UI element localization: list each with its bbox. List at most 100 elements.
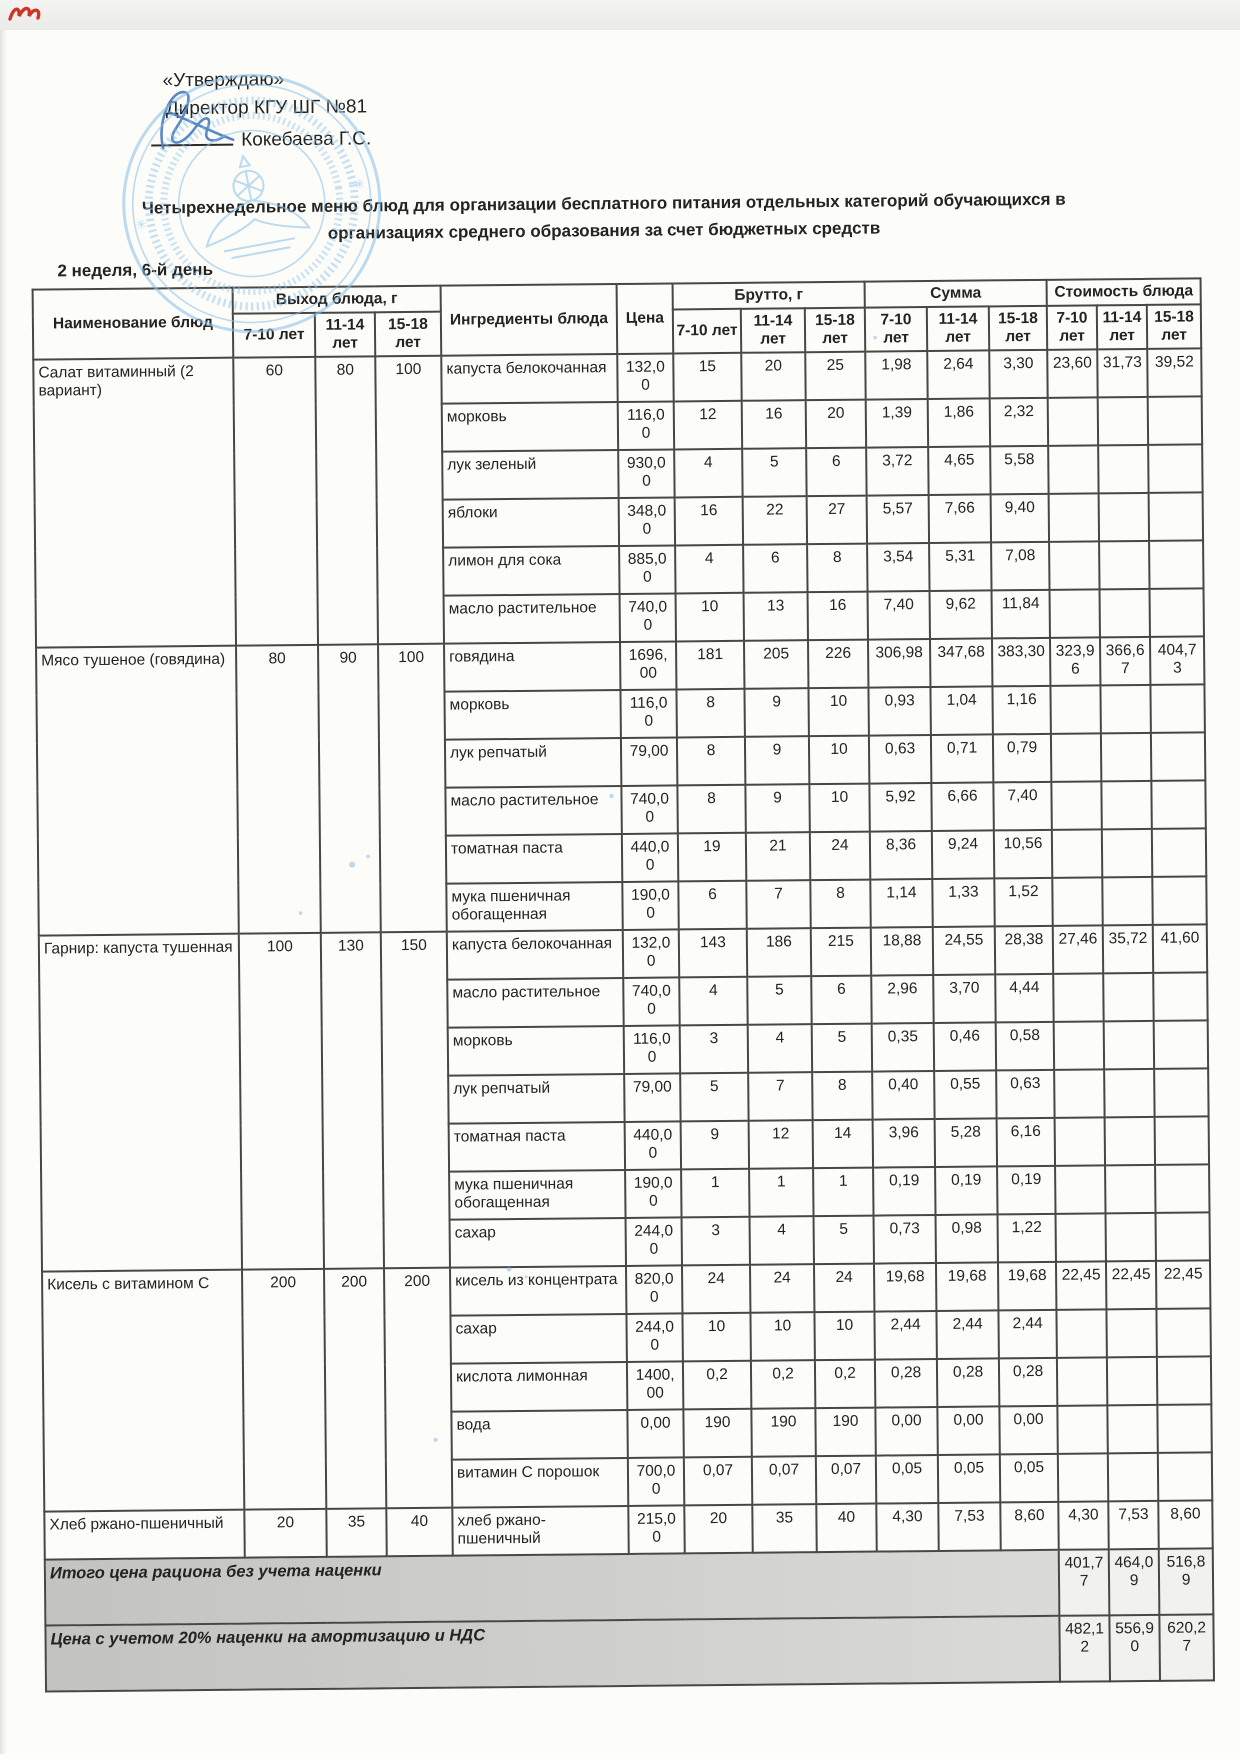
- price-value: 820,00: [626, 1265, 683, 1314]
- cost-gap: [1106, 1356, 1158, 1406]
- sum-value: 0,00: [937, 1406, 1000, 1455]
- price-value: 116,00: [623, 1025, 681, 1074]
- sum-value: 19,68: [874, 1262, 937, 1312]
- cost-gap: [1156, 1308, 1211, 1357]
- price-value: 885,00: [619, 545, 676, 594]
- price-value: 116,00: [617, 401, 675, 450]
- cost-gap: [1053, 973, 1104, 1022]
- brutto-value: 13: [743, 592, 809, 641]
- brutto-value: 5: [680, 1072, 749, 1122]
- ingredient-name: морковь: [441, 402, 619, 452]
- sum-value: 0,58: [995, 1021, 1055, 1071]
- ingredient-name: витамин С порошок: [451, 1457, 629, 1508]
- sum-value: 19,68: [936, 1262, 999, 1311]
- header-output: Выход блюда, г: [232, 285, 441, 314]
- sum-value: 3,54: [867, 543, 930, 592]
- brutto-value: 4: [675, 544, 744, 594]
- brutto-value: 15: [673, 352, 742, 402]
- sum-value: 2,64: [927, 350, 990, 400]
- cost-gap: [1099, 540, 1150, 590]
- sum-value: 0,46: [933, 1022, 997, 1071]
- brutto-value: 215: [810, 927, 872, 977]
- ingredient-name: кисель из концентрата: [450, 1265, 627, 1316]
- red-pen-mark: [8, 6, 41, 21]
- brutto-value: 35: [752, 1504, 817, 1553]
- sum-value: 9,62: [929, 590, 993, 640]
- cost-gap: [1051, 781, 1102, 830]
- signature-line: [151, 125, 234, 147]
- brutto-value: 4: [747, 1024, 813, 1073]
- cost-gap: [1057, 1453, 1109, 1502]
- output-value: 200: [384, 1267, 453, 1509]
- sum-value: 4,65: [928, 446, 991, 496]
- cost-gap: [1052, 877, 1103, 926]
- brutto-value: 4: [674, 448, 743, 498]
- ingredient-name: мука пшеничная обогащенная: [449, 1169, 626, 1220]
- price-value: 440,00: [621, 833, 679, 882]
- brutto-value: 16: [807, 591, 869, 641]
- brutto-value: 8: [676, 736, 746, 786]
- cost-value: 404,73: [1150, 636, 1205, 685]
- output-value: 80: [236, 644, 321, 934]
- ingredient-name: морковь: [447, 1025, 625, 1076]
- header-age-group: 15-18 лет: [988, 305, 1048, 351]
- ingredient-name: сахар: [450, 1313, 627, 1364]
- price-value: 190,00: [622, 881, 679, 930]
- cost-gap: [1157, 1452, 1213, 1501]
- menu-table-totals: Итого цена рациона без учета наценки 401…: [44, 1548, 1215, 1692]
- brutto-value: 9: [744, 688, 809, 737]
- cost-gap: [1047, 397, 1099, 446]
- sum-value: 3,30: [989, 349, 1048, 399]
- price-value: 116,00: [620, 689, 677, 738]
- brutto-value: 0,2: [682, 1360, 752, 1410]
- totals-base-value-15-18: 516,89: [1158, 1548, 1214, 1615]
- price-value: 190,00: [625, 1169, 682, 1218]
- sum-value: 0,93: [868, 687, 931, 736]
- ingredient-name: лимон для сока: [443, 545, 620, 596]
- sum-value: 24,55: [932, 926, 996, 975]
- sum-value: 1,16: [992, 685, 1051, 735]
- brutto-value: 40: [816, 1503, 877, 1553]
- cost-value: 7,53: [1108, 1500, 1159, 1550]
- cost-gap: [1054, 1069, 1105, 1118]
- brutto-value: 190: [683, 1408, 752, 1458]
- cost-value: 22,45: [1106, 1260, 1157, 1310]
- sum-value: 0,28: [936, 1358, 1000, 1407]
- header-age-group: 15-18 лет: [804, 307, 866, 353]
- cost-gap: [1154, 1068, 1209, 1117]
- ingredient-name: морковь: [444, 689, 621, 740]
- approval-signer-row: Кокебаева Г.С.: [151, 124, 371, 152]
- cost-gap: [1054, 1117, 1106, 1166]
- brutto-value: 9: [680, 1120, 750, 1170]
- brutto-value: 190: [815, 1407, 876, 1457]
- sum-value: 2,44: [936, 1310, 999, 1359]
- sum-value: 18,88: [870, 927, 934, 976]
- cost-gap: [1098, 444, 1149, 494]
- output-value: 80: [315, 356, 379, 645]
- sum-value: 0,55: [934, 1070, 997, 1119]
- cost-gap: [1153, 1020, 1209, 1069]
- cost-value: 22,45: [1056, 1261, 1107, 1310]
- sum-value: 3,72: [866, 447, 929, 496]
- sum-value: 0,05: [937, 1454, 1001, 1503]
- sum-value: 5,92: [869, 783, 932, 832]
- cost-value: 323,96: [1050, 637, 1101, 686]
- output-value: 60: [233, 356, 319, 646]
- ingredient-name: кислота лимонная: [450, 1361, 628, 1412]
- header-age-group: 7-10 лет: [1046, 305, 1098, 350]
- brutto-value: 20: [684, 1504, 753, 1554]
- sum-value: 0,05: [875, 1454, 939, 1504]
- totals-markup-value-15-18: 620,27: [1159, 1614, 1215, 1681]
- output-value: 150: [380, 931, 451, 1269]
- ingredient-name: лук репчатый: [444, 737, 622, 788]
- cost-gap: [1105, 1212, 1157, 1262]
- cost-value: 41,60: [1152, 924, 1208, 973]
- header-age-group: 7-10 лет: [864, 307, 928, 352]
- header-age-group: 7-10 лет: [232, 312, 316, 358]
- cost-gap: [1056, 1357, 1108, 1406]
- cost-gap: [1149, 540, 1204, 589]
- sum-value: 0,19: [935, 1166, 998, 1215]
- ingredient-name: масло растительное: [445, 785, 622, 836]
- sum-value: 1,22: [997, 1213, 1057, 1263]
- sum-value: 9,24: [931, 830, 995, 880]
